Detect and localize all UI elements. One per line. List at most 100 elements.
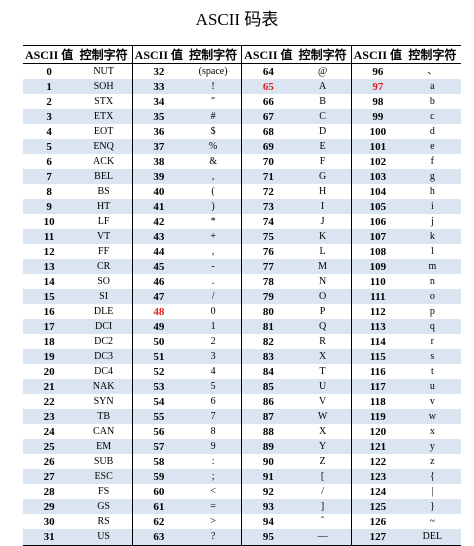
control-char-cell: j bbox=[430, 215, 434, 227]
control-char-cell: HT bbox=[75, 199, 133, 215]
control-char-cell: ETX bbox=[75, 109, 133, 125]
ascii-value-cell: 11 bbox=[23, 229, 76, 245]
ascii-value-cell: 14 bbox=[43, 275, 55, 288]
ascii-table: ASCII 值 控制字符 ASCII 值 控制字符 ASCII 值 控制字符 A… bbox=[23, 45, 461, 546]
control-char-cell: C bbox=[294, 109, 352, 125]
ascii-value-cell: 113 bbox=[350, 319, 404, 335]
table-row: 9 HT 41) 73 I 105 i bbox=[23, 199, 461, 215]
control-char-cell: CR bbox=[75, 259, 133, 275]
ascii-value-cell: 65 bbox=[241, 79, 295, 95]
ascii-value-cell: 108 bbox=[350, 244, 404, 260]
control-char-cell: , bbox=[184, 169, 242, 185]
control-char-cell: + bbox=[184, 229, 242, 245]
control-char-cell: $ bbox=[210, 125, 216, 137]
ascii-value-cell: 34 bbox=[131, 94, 185, 110]
table-row: 17 DCI 49 1 81 Q 113 q bbox=[23, 319, 461, 335]
ascii-value-cell: 20 bbox=[43, 365, 55, 378]
table-row: 2 STX 34 " 66 B 98 b bbox=[23, 94, 461, 110]
table-row: 21 NAK 53 5 85 U 117 u bbox=[23, 379, 461, 395]
ascii-value-cell: 80 bbox=[241, 304, 295, 320]
ascii-value-cell: 42 bbox=[131, 214, 185, 230]
table-row: 0 NUT 32 (space) 64 @96 、 bbox=[23, 63, 461, 80]
ascii-value-cell: 5 bbox=[23, 139, 76, 155]
ascii-value-cell: 124 bbox=[350, 484, 404, 500]
control-char-cell: } bbox=[403, 499, 461, 515]
control-char-cell: / bbox=[321, 485, 324, 497]
table-row: 3 ETX 35 #67 C 99 c bbox=[23, 109, 461, 125]
control-char-cell: 、 bbox=[427, 65, 438, 77]
ascii-value-cell: 118 bbox=[350, 394, 404, 410]
header-control-char: 控制字符 bbox=[75, 45, 133, 64]
control-char-cell: V bbox=[318, 395, 327, 407]
page: ASCII 码表 ASCII 值 控制字符 ASCII 值 控制字符 ASCII… bbox=[23, 10, 461, 546]
ascii-value-cell: 7 bbox=[23, 169, 76, 185]
ascii-value-cell: 10 bbox=[43, 215, 55, 228]
ascii-value-cell: 110 bbox=[350, 274, 404, 290]
ascii-value-cell: 127 bbox=[350, 529, 404, 546]
ascii-value-cell: 18 bbox=[43, 335, 55, 348]
control-char-cell: T bbox=[319, 365, 326, 377]
ascii-value-cell: 93 bbox=[241, 499, 295, 515]
control-char-cell: u bbox=[403, 379, 461, 395]
table-row: 19 DC3 51 3 83 X 115 s bbox=[23, 349, 461, 365]
control-char-cell: 6 bbox=[210, 395, 216, 407]
control-char-cell: DCI bbox=[75, 319, 133, 335]
control-char-cell: # bbox=[184, 109, 242, 125]
ascii-value-cell: 105 bbox=[350, 199, 404, 215]
ascii-value-cell: 45 bbox=[131, 259, 185, 275]
control-char-cell: NUT bbox=[93, 65, 114, 77]
ascii-value-cell: 43 bbox=[131, 229, 185, 245]
ascii-value-cell: 33 bbox=[131, 79, 185, 95]
control-char-cell: 9 bbox=[184, 439, 242, 455]
ascii-value-cell: 46 bbox=[131, 274, 185, 290]
table-row: 12 FF 44, 76 L 108 l bbox=[23, 244, 461, 260]
control-char-cell: q bbox=[403, 319, 461, 335]
ascii-value-cell: 17 bbox=[23, 319, 76, 335]
ascii-value-cell: 16 bbox=[43, 305, 55, 318]
control-char-cell: < bbox=[210, 485, 216, 497]
control-char-cell: D bbox=[318, 125, 327, 137]
ascii-value-cell: 97 bbox=[350, 79, 404, 95]
ascii-value-cell: 2 bbox=[46, 95, 52, 108]
ascii-value-cell: 41 bbox=[131, 199, 185, 215]
ascii-value-cell: 9 bbox=[23, 199, 76, 215]
control-char-cell: ! bbox=[184, 79, 242, 95]
ascii-value-cell: 62 bbox=[131, 514, 185, 530]
ascii-value-cell: 115 bbox=[350, 349, 404, 365]
control-char-cell: RS bbox=[97, 515, 110, 527]
ascii-value-cell: 109 bbox=[350, 259, 404, 275]
ascii-value-cell: 69 bbox=[241, 139, 295, 155]
table-row: 26 SUB 58: 90 Z 122 z bbox=[23, 454, 461, 470]
header-ascii-value: ASCII 值 bbox=[350, 45, 404, 64]
control-char-cell: SYN bbox=[93, 395, 114, 407]
ascii-value-cell: 70 bbox=[241, 154, 295, 170]
ascii-value-cell: 60 bbox=[131, 484, 185, 500]
header-ascii-value: ASCII 值 bbox=[241, 45, 295, 64]
control-char-cell: o bbox=[403, 289, 461, 305]
control-char-cell: i bbox=[403, 199, 461, 215]
control-char-cell: f bbox=[430, 155, 435, 167]
control-char-cell: s bbox=[403, 349, 461, 365]
page-title: ASCII 码表 bbox=[195, 10, 279, 29]
ascii-value-cell: 26 bbox=[43, 455, 55, 468]
control-char-cell: l bbox=[430, 245, 434, 257]
control-char-cell: LF bbox=[97, 215, 110, 227]
ascii-value-cell: 112 bbox=[350, 304, 404, 320]
control-char-cell: 4 bbox=[210, 365, 216, 377]
table-row: 16 DLE 48 0 80 P 112 p bbox=[23, 304, 461, 320]
ascii-value-cell: 13 bbox=[23, 259, 76, 275]
control-char-cell: ; bbox=[184, 469, 242, 485]
control-char-cell: DEL bbox=[403, 529, 461, 546]
ascii-value-cell: 94 bbox=[241, 514, 295, 530]
ascii-value-cell: 100 bbox=[350, 124, 404, 140]
control-char-cell: DC4 bbox=[94, 365, 114, 377]
ascii-value-cell: 61 bbox=[131, 499, 185, 515]
control-char-cell: { bbox=[403, 469, 461, 485]
control-char-cell: G bbox=[294, 169, 352, 185]
ascii-value-cell: 29 bbox=[23, 499, 76, 515]
ascii-value-cell: 96 bbox=[350, 63, 404, 80]
table-row: 10 LF 42 * 74 J 106 j bbox=[23, 214, 461, 230]
control-char-cell: x bbox=[429, 425, 435, 437]
control-char-cell: & bbox=[209, 155, 217, 167]
control-char-cell: % bbox=[184, 139, 242, 155]
